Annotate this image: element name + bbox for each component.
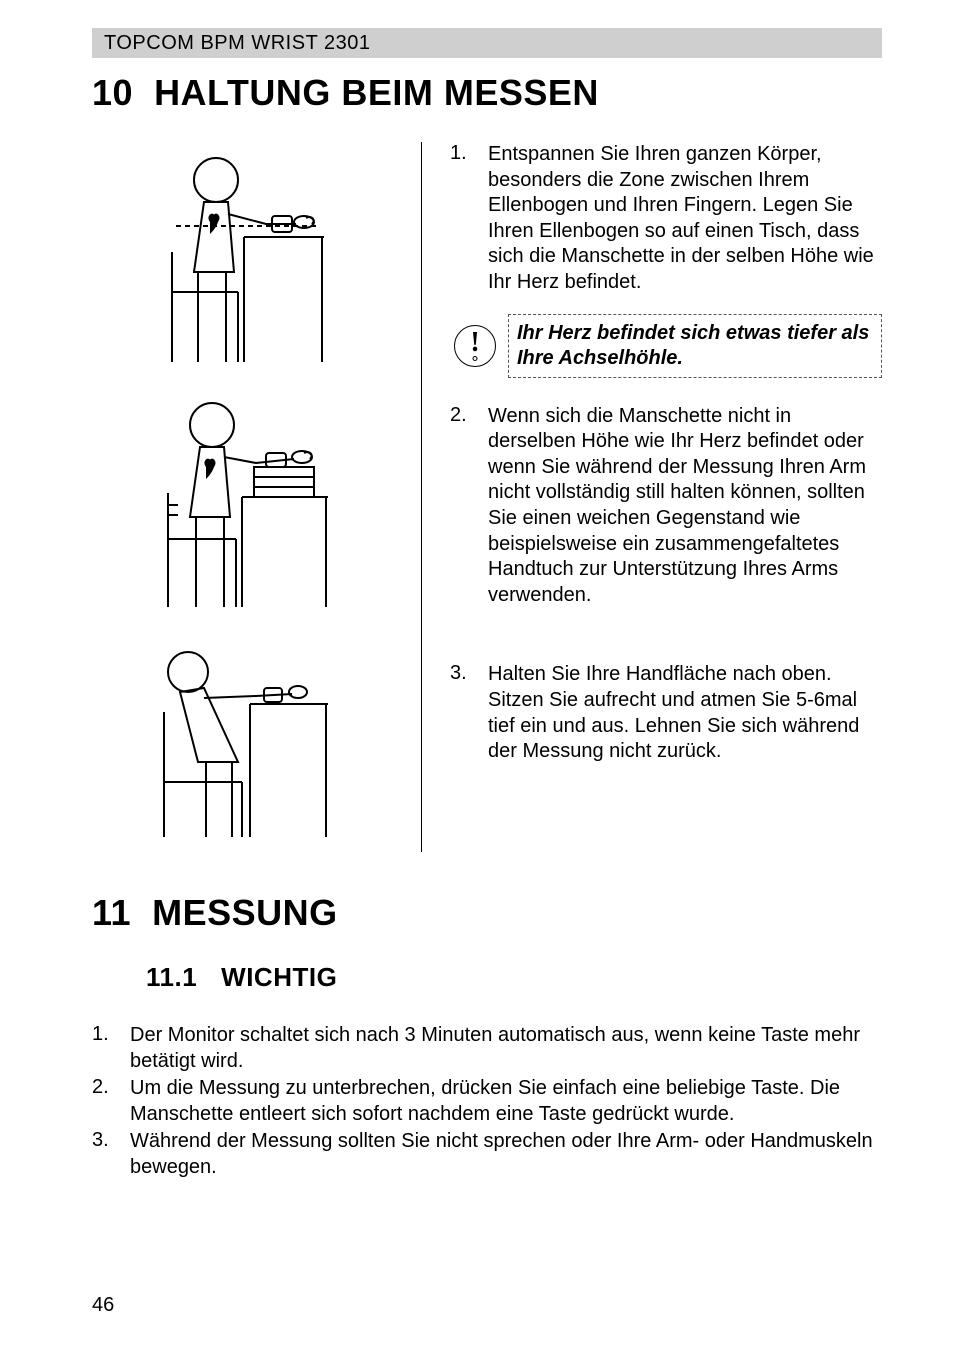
- figure-posture-2: [100, 397, 401, 612]
- item-1: 1. Der Monitor schaltet sich nach 3 Minu…: [92, 1023, 882, 1074]
- page-number: 46: [92, 1294, 114, 1317]
- header-bar: TOPCOM BPM WRIST 2301: [92, 28, 882, 58]
- posture-leanback-icon: [146, 642, 356, 842]
- step-1-number: 1.: [450, 142, 488, 296]
- callout-text: Ihr Herz befindet sich etwas tiefer als …: [517, 321, 873, 371]
- section-11-title: 11 MESSUNG: [92, 892, 882, 934]
- section-10-body: 1. Entspannen Sie Ihren ganzen Körper, b…: [92, 142, 882, 852]
- step-1: 1. Entspannen Sie Ihren ganzen Körper, b…: [450, 142, 882, 296]
- item-3-number: 3.: [92, 1129, 130, 1180]
- step-2-number: 2.: [450, 404, 488, 609]
- step-1-text: Entspannen Sie Ihren ganzen Körper, beso…: [488, 142, 882, 296]
- item-2: 2. Um die Messung zu unterbrechen, drück…: [92, 1076, 882, 1127]
- steps-column: 1. Entspannen Sie Ihren ganzen Körper, b…: [422, 142, 882, 852]
- subsection-heading: WICHTIG: [221, 962, 337, 992]
- item-2-number: 2.: [92, 1076, 130, 1127]
- figure-posture-1: [100, 152, 401, 367]
- subsection-11-1: 11.1 WICHTIG: [146, 962, 882, 993]
- item-3: 3. Während der Messung sollten Sie nicht…: [92, 1129, 882, 1180]
- section-11-list: 1. Der Monitor schaltet sich nach 3 Minu…: [92, 1023, 882, 1181]
- item-3-text: Während der Messung sollten Sie nicht sp…: [130, 1129, 882, 1180]
- figures-column: [92, 142, 422, 852]
- subsection-number: 11.1: [146, 962, 197, 993]
- step-3-text: Halten Sie Ihre Handfläche nach oben. Si…: [488, 662, 882, 764]
- posture-correct-icon: [146, 152, 356, 367]
- section-11-number: 11: [92, 892, 131, 933]
- callout-heart-level: ! Ihr Herz befindet sich etwas tiefer al…: [450, 314, 882, 378]
- item-2-text: Um die Messung zu unterbrechen, drücken …: [130, 1076, 882, 1127]
- header-text: TOPCOM BPM WRIST 2301: [104, 32, 371, 55]
- step-2: 2. Wenn sich die Manschette nicht in der…: [450, 404, 882, 609]
- step-3: 3. Halten Sie Ihre Handfläche nach oben.…: [450, 662, 882, 764]
- step-2-text: Wenn sich die Manschette nicht in dersel…: [488, 404, 882, 609]
- step-3-number: 3.: [450, 662, 488, 764]
- section-10-number: 10: [92, 72, 133, 113]
- posture-support-icon: [146, 397, 356, 612]
- info-icon: !: [454, 325, 496, 367]
- section-11-heading: MESSUNG: [152, 892, 338, 933]
- item-1-number: 1.: [92, 1023, 130, 1074]
- item-1-text: Der Monitor schaltet sich nach 3 Minuten…: [130, 1023, 882, 1074]
- section-10-title: 10 HALTUNG BEIM MESSEN: [92, 72, 882, 114]
- figure-posture-3: [100, 642, 401, 842]
- callout-box: Ihr Herz befindet sich etwas tiefer als …: [508, 314, 882, 378]
- section-10-heading: HALTUNG BEIM MESSEN: [154, 72, 599, 113]
